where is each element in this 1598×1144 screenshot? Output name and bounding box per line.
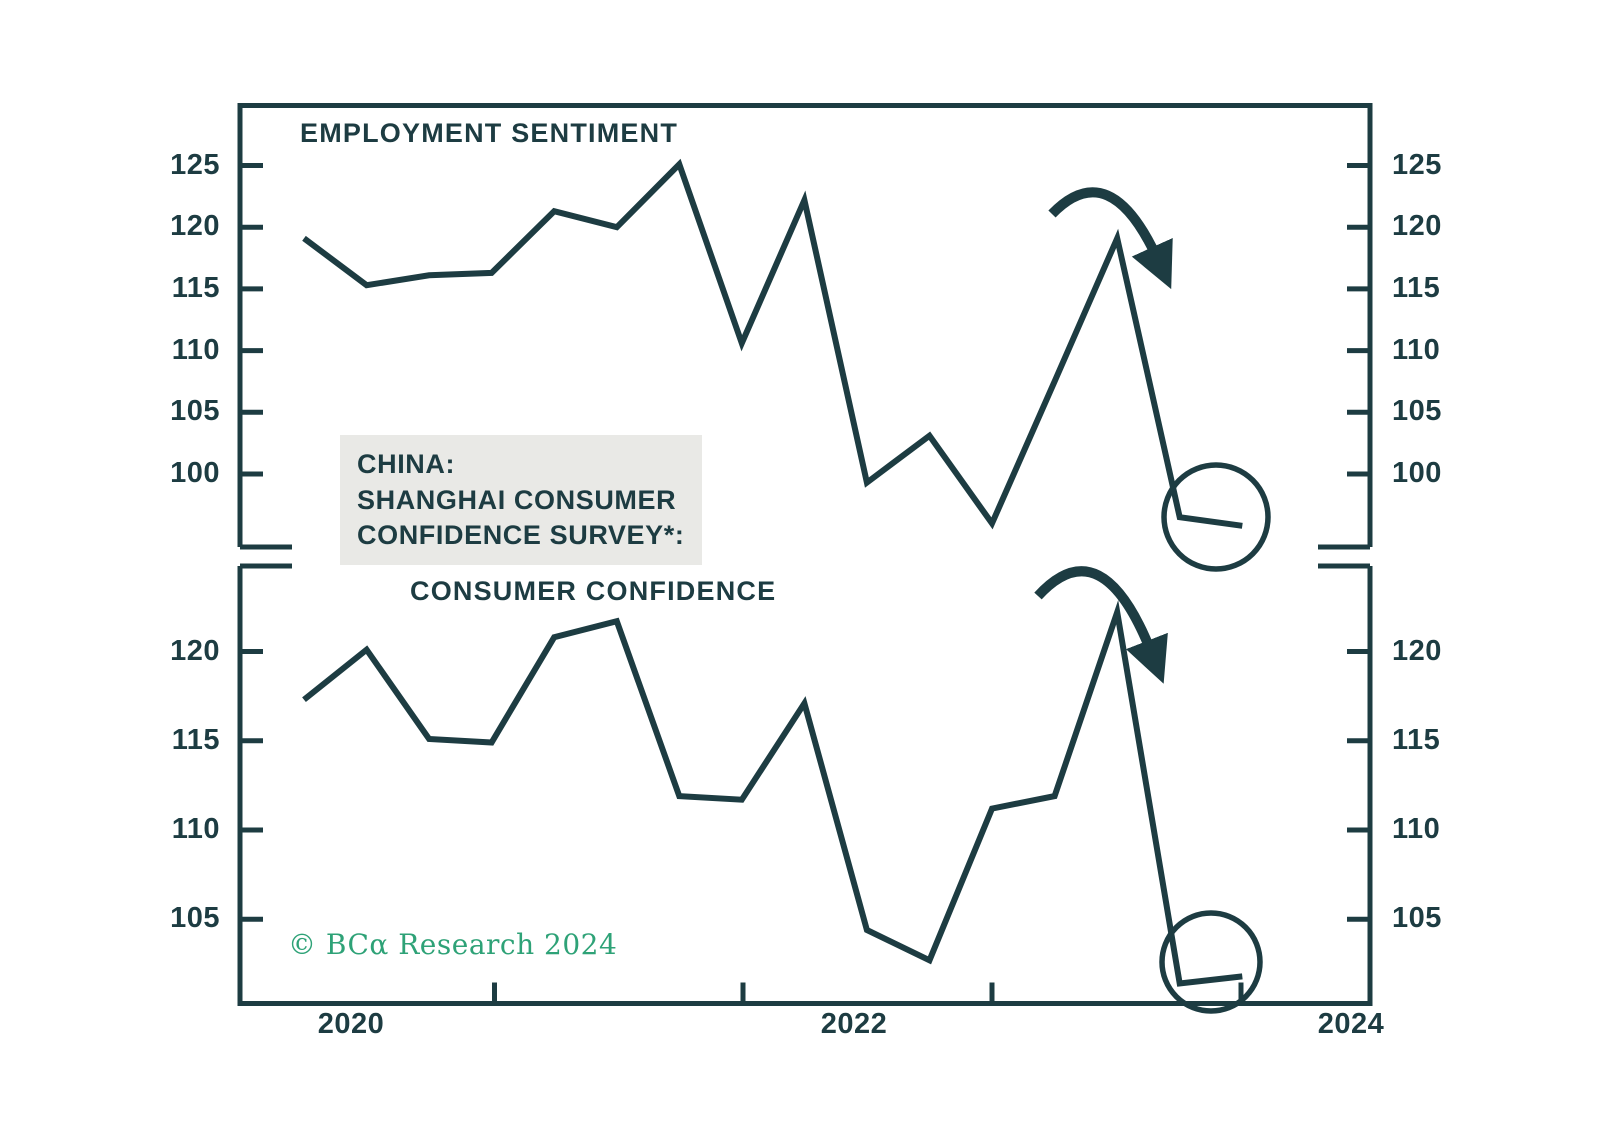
x-axis-label: 2024 <box>1317 1008 1385 1040</box>
panel-title-employment-sentiment: EMPLOYMENT SENTIMENT <box>300 118 679 148</box>
y-axis-label: 105 <box>1392 902 1442 935</box>
y-axis-label: 105 <box>170 902 220 935</box>
highlight-circle-bottom <box>1159 910 1263 1014</box>
y-axis-label: 125 <box>1392 148 1442 181</box>
y-axis-label: 120 <box>1392 634 1442 667</box>
info-box-line-2: SHANGHAI CONSUMER <box>357 484 677 515</box>
y-axis-label: 110 <box>171 333 220 366</box>
y-axis-label: 110 <box>171 812 220 845</box>
highlight-circle-top <box>1161 462 1271 572</box>
y-axis-label: 110 <box>1392 812 1441 845</box>
y-axis-label: 110 <box>1392 333 1441 366</box>
y-axis-label: 125 <box>170 148 220 181</box>
y-axis-label: 100 <box>170 456 220 489</box>
series-line-employment-sentiment <box>302 158 1243 530</box>
axis-frame-bottom-panel <box>237 566 1373 1006</box>
y-axis-label: 105 <box>1392 395 1442 428</box>
panel-title-consumer-confidence: CONSUMER CONFIDENCE <box>410 576 777 606</box>
series-line-consumer-confidence <box>302 599 1243 987</box>
copyright-note: © BCα Research 2024 <box>288 928 618 961</box>
axis-ticks <box>240 163 1370 1004</box>
info-box-line-3: CONFIDENCE SURVEY*: <box>357 520 685 550</box>
y-axis-label: 120 <box>170 210 220 243</box>
y-axis-label: 120 <box>1392 210 1442 243</box>
y-axis-label: 115 <box>171 723 220 756</box>
y-axis-label: 115 <box>1392 723 1441 756</box>
axis-break-marks <box>240 544 1370 569</box>
axis-frame-top-panel <box>237 103 1373 547</box>
info-box-line-1: CHINA: <box>357 449 456 479</box>
down-arrow-icon-bottom <box>1034 566 1168 684</box>
x-axis-label: 2020 <box>317 1008 385 1040</box>
y-axis-label: 120 <box>170 634 220 667</box>
y-axis-label: 105 <box>170 395 220 428</box>
y-axis-label: 100 <box>1392 456 1442 489</box>
down-arrow-icon-top <box>1048 187 1173 290</box>
chart-info-box: CHINA: SHANGHAI CONSUMER CONFIDENCE SURV… <box>340 435 702 565</box>
x-axis-label: 2022 <box>820 1008 888 1040</box>
y-axis-label: 115 <box>1392 271 1441 304</box>
y-axis-label: 115 <box>171 271 220 304</box>
